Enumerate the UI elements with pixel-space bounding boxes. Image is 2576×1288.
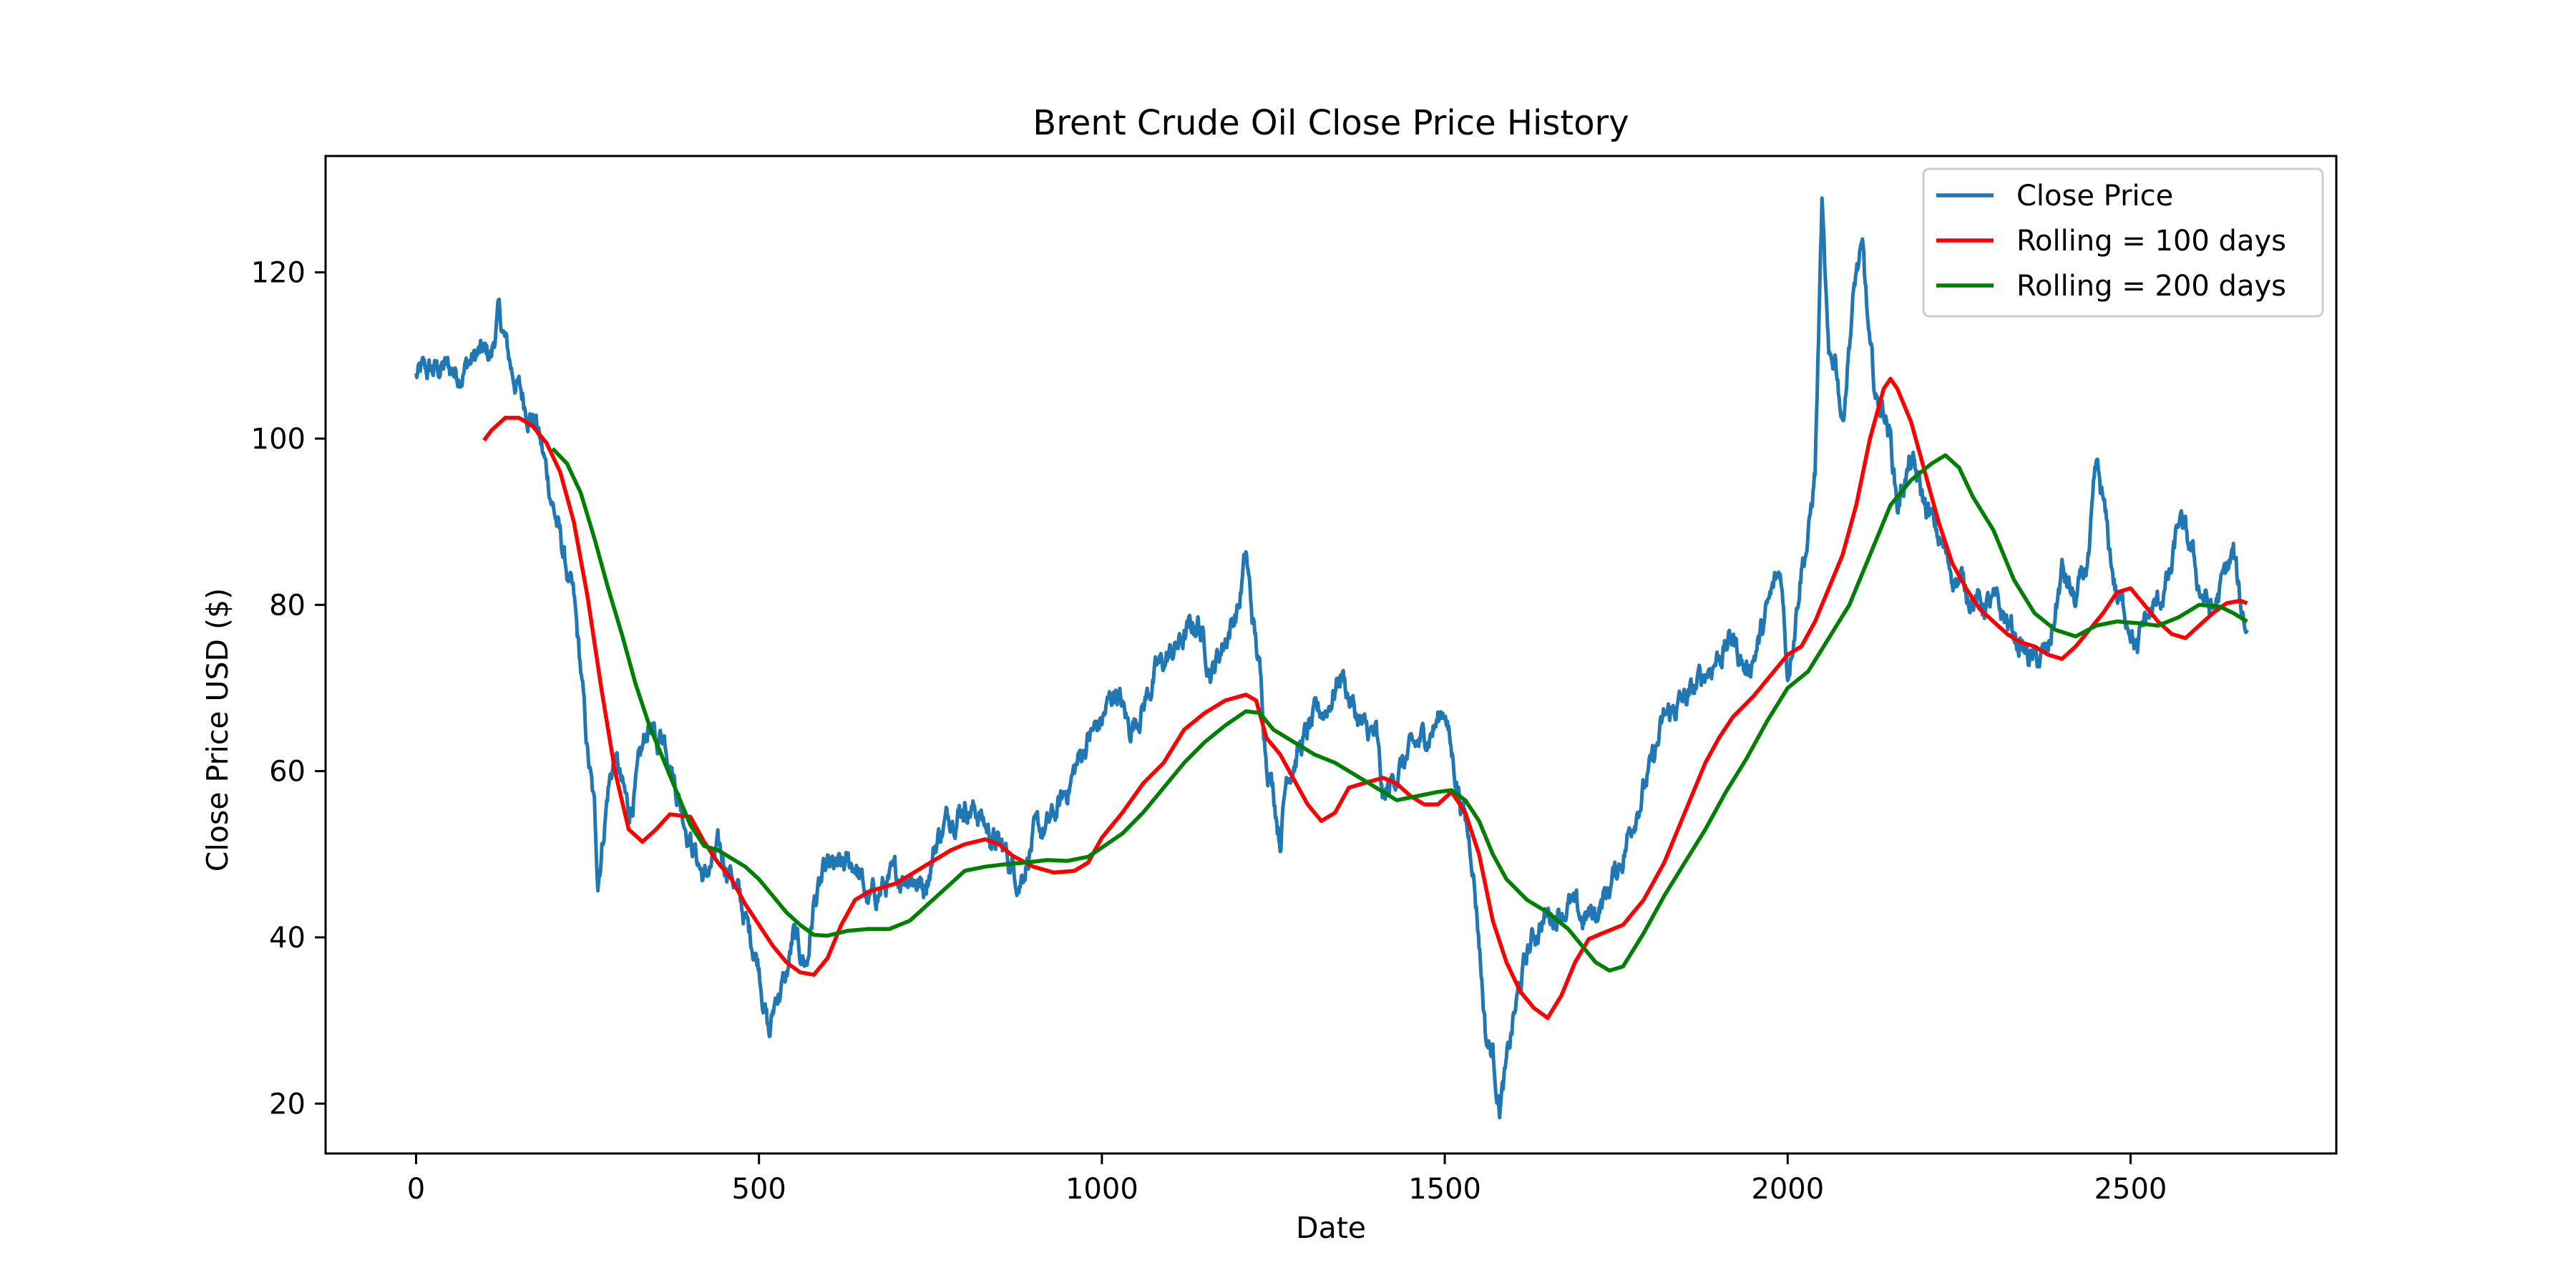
x-tick-label: 2000 [1751, 1173, 1824, 1206]
x-axis-label: Date [1296, 1211, 1366, 1245]
x-tick-label: 500 [732, 1173, 786, 1206]
legend: Close Price Rolling = 100 days Rolling = 2… [1922, 167, 2324, 318]
legend-label-rolling-200-days: Rolling = 200 days [2016, 270, 2286, 303]
legend-label-rolling-100-days: Rolling = 100 days [2016, 225, 2286, 258]
series-group [414, 196, 2249, 1120]
x-tick-label: 2500 [2094, 1173, 2167, 1206]
y-tick-label: 60 [269, 756, 306, 789]
y-tick-label: 80 [269, 589, 306, 622]
x-tick-label: 1500 [1408, 1173, 1481, 1206]
y-tick-label: 100 [251, 423, 306, 456]
series-close-price [414, 196, 2249, 1120]
ticks-group: 0 500 1000 1500 2000 2500 20 40 60 80 100 120 [251, 257, 2167, 1206]
series-rolling-200-days [551, 447, 2248, 973]
x-tick-label: 0 [407, 1173, 425, 1206]
y-tick-label: 120 [251, 257, 306, 290]
legend-label-close-price: Close Price [2016, 180, 2173, 213]
y-tick-label: 20 [269, 1088, 306, 1121]
legend-box [1922, 167, 2324, 318]
series-rolling-100-days [482, 376, 2248, 1020]
y-axis-label: Close Price USD ($) [200, 588, 235, 872]
y-tick-label: 40 [269, 922, 306, 955]
plot-frame [324, 155, 2338, 1155]
chart-title: Brent Crude Oil Close Price History [1033, 103, 1629, 143]
x-tick-label: 1000 [1065, 1173, 1138, 1206]
